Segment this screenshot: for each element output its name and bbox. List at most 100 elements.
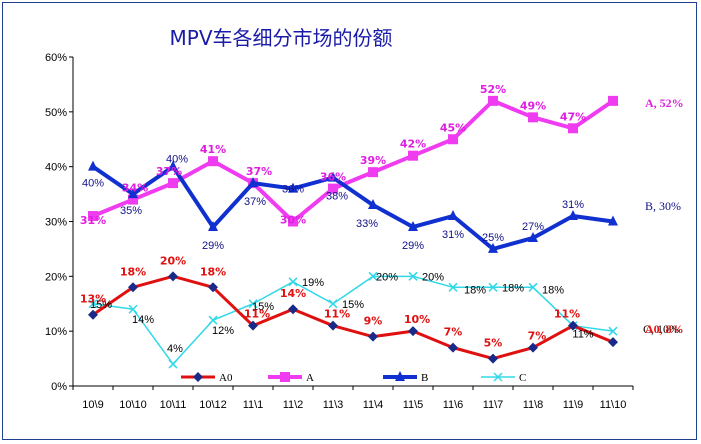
legend-marker-c <box>493 372 503 382</box>
data-label-c: 14% <box>132 314 154 326</box>
data-label-b: 27% <box>522 221 544 233</box>
data-point-a <box>288 216 298 227</box>
data-point-b <box>168 160 178 171</box>
series-line-b <box>91 164 614 251</box>
data-point-c <box>128 304 138 314</box>
data-point-c-stroke <box>208 315 218 325</box>
data-label-a0: 11% <box>244 308 270 321</box>
data-label-a: 31% <box>80 214 106 227</box>
data-point-a <box>328 183 338 194</box>
data-point-c <box>488 282 498 292</box>
data-label-a: 39% <box>360 154 386 167</box>
data-point-a <box>128 194 138 205</box>
data-point-a0 <box>208 282 218 293</box>
data-point-b <box>328 171 338 182</box>
data-label-a: 41% <box>200 143 226 156</box>
data-point-c <box>608 326 618 336</box>
data-point-c <box>88 299 98 309</box>
series-line-a0 <box>92 274 614 361</box>
data-label-c: 11% <box>572 329 593 341</box>
data-label-b: 37% <box>244 196 266 208</box>
data-point-c-stroke <box>368 271 378 281</box>
data-point-a <box>568 123 578 134</box>
data-label-a0: 14% <box>280 287 306 300</box>
data-label-b: 31% <box>562 199 584 211</box>
data-point-c <box>328 299 338 309</box>
data-point-a <box>488 95 498 106</box>
data-label-a0: 9% <box>364 315 383 328</box>
data-label-b: 40% <box>82 178 104 190</box>
data-point-a0 <box>608 337 618 348</box>
data-point-b <box>288 182 298 193</box>
data-point-c <box>368 271 378 281</box>
legend-label-a0: A0 <box>219 372 233 384</box>
data-point-c <box>288 277 298 287</box>
x-tick-label: 11\1 <box>243 399 264 411</box>
data-label-a0: 20% <box>160 254 186 267</box>
data-point-c-stroke <box>288 277 298 287</box>
x-tick-label: 10\11 <box>160 399 187 411</box>
data-label-c: 4% <box>167 343 183 355</box>
data-point-b <box>368 199 378 210</box>
legend-marker-b <box>395 371 405 381</box>
data-point-c-stroke <box>248 299 258 309</box>
data-label-c: 18% <box>502 282 524 294</box>
data-point-a0 <box>248 320 258 331</box>
data-point-c-stroke <box>88 299 98 309</box>
data-point-a0 <box>288 304 298 315</box>
data-point-a <box>368 167 378 178</box>
y-tick-label: 40% <box>45 162 67 174</box>
data-point-c <box>448 282 458 292</box>
data-point-c-stroke <box>328 299 338 309</box>
data-label-a: 47% <box>560 110 586 123</box>
data-point-b <box>248 177 258 188</box>
data-point-c <box>168 359 178 369</box>
end-label-a: A, 52% <box>645 96 684 110</box>
data-point-b <box>528 231 538 242</box>
data-label-b: 29% <box>202 240 224 252</box>
data-point-c-stroke <box>128 304 138 314</box>
data-label-a: 30% <box>280 214 306 227</box>
data-point-c-stroke <box>488 282 498 292</box>
chart-svg: MPV车各细分市场的份额 0% 10% 20% 30% 40% 50% 60% 10\9 10\… <box>45 26 684 411</box>
data-point-a0 <box>408 326 418 337</box>
data-point-b <box>488 242 498 253</box>
y-tick-label: 50% <box>45 107 67 119</box>
legend-marker-a <box>280 372 290 382</box>
x-tick-label: 11\10 <box>600 399 627 411</box>
data-point-a0 <box>368 331 378 342</box>
data-label-c: 20% <box>422 271 444 283</box>
x-tick-label: 11\5 <box>403 399 424 411</box>
data-label-c: 15% <box>90 299 112 311</box>
data-point-a0 <box>88 309 98 320</box>
data-point-a0 <box>128 282 138 293</box>
data-label-a0: 18% <box>200 265 226 278</box>
end-label-c: C, 10% <box>643 322 679 336</box>
x-tick-label: 11\9 <box>563 399 584 411</box>
data-point-c <box>248 299 258 309</box>
data-point-c <box>408 271 418 281</box>
data-label-b: 38% <box>326 191 348 203</box>
data-label-b: 36% <box>282 184 304 196</box>
data-label-c: 15% <box>342 299 364 311</box>
data-label-a: 34% <box>122 182 148 195</box>
data-point-b <box>608 215 618 226</box>
data-point-a0 <box>488 353 498 364</box>
end-label-a0: A0, 8% <box>645 322 684 336</box>
legend-label-b: B <box>421 372 428 384</box>
data-point-b <box>88 160 98 171</box>
data-point-a0 <box>168 271 178 282</box>
data-point-b <box>568 210 578 221</box>
legend-label-a: A <box>306 372 314 384</box>
data-label-c: 18% <box>542 284 564 296</box>
data-label-a: 52% <box>480 83 506 96</box>
series-line-c <box>92 275 614 365</box>
data-point-b <box>408 220 418 231</box>
data-label-a0: 11% <box>324 308 350 321</box>
data-label-a0: 10% <box>404 313 430 326</box>
data-label-a: 37% <box>156 165 182 178</box>
data-point-a <box>88 211 98 222</box>
data-label-b: 40% <box>166 154 188 166</box>
x-tick-label: 11\6 <box>443 399 464 411</box>
data-label-a0: 13% <box>80 293 106 306</box>
